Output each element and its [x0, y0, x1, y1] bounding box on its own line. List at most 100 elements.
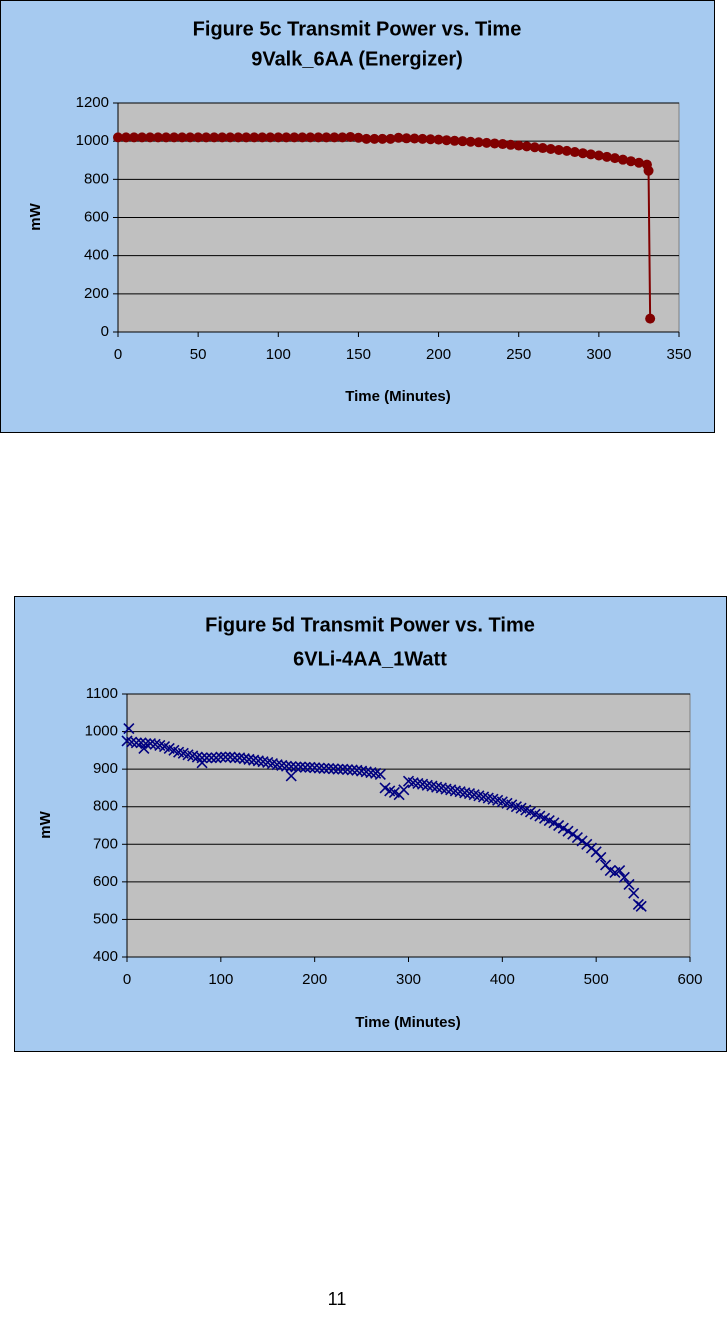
data-point	[205, 752, 218, 764]
data-point	[121, 132, 132, 143]
data-point	[609, 153, 620, 164]
data-point	[569, 147, 580, 158]
x-tick-label: 600	[677, 971, 702, 988]
data-point	[553, 144, 564, 155]
data-point	[595, 851, 607, 864]
data-point	[123, 723, 135, 735]
data-point	[215, 751, 227, 763]
data-point	[643, 165, 654, 176]
x-tick-label: 200	[426, 346, 451, 363]
data-point	[369, 133, 380, 144]
data-point	[537, 143, 548, 154]
data-point	[329, 132, 340, 143]
data-point	[353, 132, 364, 143]
data-point	[398, 784, 410, 796]
data-point	[130, 737, 142, 749]
data-point	[169, 132, 180, 143]
data-point	[196, 757, 208, 769]
y-tick-label: 1000	[85, 723, 118, 740]
data-point	[529, 142, 540, 153]
data-point	[593, 150, 604, 161]
data-point	[346, 764, 358, 776]
x-tick-label: 300	[586, 346, 611, 363]
data-point	[196, 752, 208, 764]
data-point	[257, 756, 269, 768]
data-point	[561, 145, 572, 156]
y-tick-label: 500	[93, 910, 118, 927]
x-tick-label: 50	[190, 346, 207, 363]
x-axis-label: Time (Minutes)	[345, 388, 451, 405]
x-tick-label: 400	[490, 971, 515, 988]
data-point	[233, 132, 244, 143]
data-point	[126, 736, 138, 748]
y-tick-label: 800	[93, 798, 118, 815]
data-point	[425, 134, 436, 145]
data-point	[440, 783, 452, 795]
data-point	[327, 763, 339, 775]
x-tick-label: 500	[584, 971, 609, 988]
y-axis-label: mW	[37, 810, 54, 838]
data-point	[545, 143, 556, 154]
y-tick-label: 1100	[86, 685, 118, 702]
data-point	[252, 755, 264, 767]
data-point	[341, 763, 354, 776]
data-point	[513, 140, 524, 151]
data-point	[234, 752, 246, 764]
y-tick-label: 0	[101, 323, 109, 340]
y-tick-label: 1200	[76, 94, 109, 111]
data-point	[289, 132, 300, 143]
data-point	[225, 132, 236, 143]
data-point	[633, 157, 644, 168]
data-point	[265, 132, 276, 143]
data-point	[433, 134, 444, 145]
data-point	[318, 762, 330, 774]
data-point	[459, 787, 471, 799]
data-point	[377, 133, 388, 144]
data-point	[309, 762, 321, 774]
data-point	[210, 752, 222, 764]
data-point	[360, 766, 372, 778]
data-point	[365, 766, 377, 779]
data-point	[323, 762, 335, 774]
data-point	[497, 139, 508, 150]
data-point	[577, 148, 588, 159]
data-point	[337, 132, 348, 143]
data-point	[623, 878, 635, 891]
data-point	[441, 135, 452, 146]
x-tick-label: 250	[506, 346, 531, 363]
y-tick-label: 900	[93, 760, 118, 777]
y-tick-label: 1000	[76, 132, 109, 149]
data-point	[238, 753, 250, 765]
x-tick-label: 350	[666, 346, 691, 363]
y-axis-label: mW	[27, 202, 44, 230]
data-point	[129, 132, 140, 143]
data-point	[332, 763, 344, 775]
y-tick-label: 400	[93, 948, 118, 965]
data-point	[285, 760, 297, 773]
data-point	[489, 138, 500, 149]
data-point	[407, 777, 419, 789]
data-point	[321, 132, 332, 143]
chart-title: Figure 5d Transmit Power vs. Time	[205, 614, 535, 636]
data-point	[351, 764, 363, 776]
chart-title: 9Valk_6AA (Energizer)	[251, 48, 463, 70]
data-point	[393, 132, 404, 143]
data-point	[201, 132, 212, 143]
data-point	[295, 761, 307, 773]
data-point	[617, 154, 628, 165]
x-tick-label: 100	[266, 346, 291, 363]
data-point	[217, 132, 228, 143]
data-point	[361, 133, 372, 144]
data-point	[473, 137, 484, 148]
data-point	[449, 785, 461, 797]
data-point	[401, 133, 412, 144]
data-point	[421, 779, 433, 791]
data-point	[297, 132, 308, 143]
data-point	[185, 132, 196, 143]
y-tick-label: 200	[84, 285, 109, 302]
data-point	[248, 754, 260, 766]
data-point	[417, 133, 428, 144]
data-point	[571, 831, 583, 844]
data-point	[276, 759, 288, 771]
